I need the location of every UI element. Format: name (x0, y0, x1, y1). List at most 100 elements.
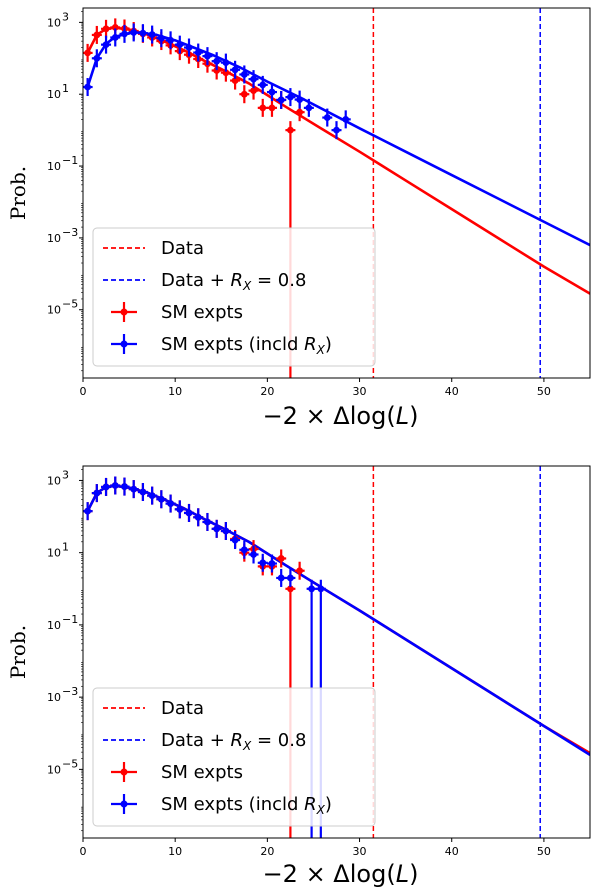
data-point (185, 44, 193, 51)
data-point (139, 29, 147, 37)
legend: Data Data + RX = 0.8 SM expts SM expts (inc… (92, 227, 376, 367)
data-point (296, 567, 304, 575)
axes-frame (82, 465, 591, 839)
data-point (268, 88, 276, 96)
y-tick-exponent: −3 (62, 685, 78, 698)
x-tick-label: 40 (445, 385, 459, 398)
data-point (204, 518, 211, 526)
legend-label: Data + RX = 0.8 (161, 270, 306, 293)
data-point (231, 77, 239, 84)
legend-label: SM expts (161, 762, 243, 783)
axes-frame (82, 7, 591, 379)
data-point (121, 483, 128, 490)
legend-point (120, 308, 128, 316)
x-tick-label: 50 (537, 845, 551, 858)
data-point (333, 126, 340, 134)
data-point (176, 41, 184, 49)
data-point (111, 34, 119, 41)
data-point (139, 488, 147, 496)
data-point (259, 559, 267, 567)
y-tick-label: 10 (47, 160, 61, 173)
data-point (111, 482, 119, 489)
y-tick-label: 10 (47, 16, 61, 29)
data-point (84, 83, 92, 91)
x-tick-label: 30 (353, 385, 367, 398)
x-tick-label: 50 (537, 385, 551, 398)
x-tick-label: 0 (80, 385, 87, 398)
legend-point (120, 340, 128, 348)
data-point (240, 546, 248, 554)
data-point (287, 93, 294, 101)
y-tick-exponent: 3 (62, 10, 69, 23)
data-point (157, 495, 165, 503)
data-point (121, 30, 128, 38)
data-point (213, 525, 221, 533)
y-axis-label: Prob. (6, 166, 30, 220)
y-tick-exponent: −1 (62, 613, 78, 626)
data-point (231, 536, 239, 544)
y-tick-label: 10 (47, 232, 61, 245)
data-point (148, 492, 156, 500)
data-point (259, 81, 267, 89)
x-tick-label: 20 (260, 845, 274, 858)
data-point (194, 513, 202, 521)
legend-label: Data + RX = 0.8 (161, 730, 306, 753)
y-tick-exponent: −3 (62, 226, 78, 239)
y-tick-label: 10 (47, 691, 61, 704)
data-point (176, 505, 184, 513)
data-point (167, 500, 174, 507)
data-point (250, 75, 257, 83)
data-point (102, 41, 110, 49)
data-point (240, 71, 248, 78)
data-point (130, 485, 138, 493)
data-point (268, 560, 276, 567)
data-point (167, 36, 174, 44)
x-tick-label: 0 (80, 845, 87, 858)
y-axis-label: Prob. (6, 625, 30, 679)
data-point (194, 49, 202, 56)
data-point (102, 483, 110, 491)
data-point (305, 104, 313, 112)
y-tick-label: 10 (47, 619, 61, 632)
data-point (317, 585, 325, 593)
legend-box (92, 687, 376, 827)
data-point (250, 551, 257, 558)
data-point (213, 57, 221, 65)
data-point (277, 96, 285, 104)
data-point (222, 527, 230, 535)
data-point (204, 52, 211, 60)
y-tick-exponent: −5 (62, 757, 78, 770)
data-point (287, 574, 294, 582)
data-point (259, 104, 267, 112)
data-point (231, 66, 239, 74)
data-point (148, 31, 156, 38)
data-point (111, 23, 119, 31)
data-point (93, 489, 101, 497)
data-point (93, 54, 101, 62)
legend-label: Data (161, 238, 204, 259)
y-tick-exponent: −5 (62, 298, 78, 311)
data-point (296, 108, 304, 116)
data-point (250, 87, 257, 95)
data-point (185, 509, 193, 517)
y-tick-label: 10 (47, 474, 61, 487)
x-tick-label: 40 (445, 845, 459, 858)
legend-box (92, 227, 376, 367)
legend-label: Data (161, 698, 204, 719)
data-point (84, 507, 92, 515)
y-tick-exponent: −1 (62, 154, 78, 167)
legend-point (120, 768, 128, 776)
data-point (130, 29, 138, 36)
y-tick-exponent: 3 (62, 468, 69, 481)
y-tick-label: 10 (47, 763, 61, 776)
data-point (323, 114, 331, 121)
x-tick-label: 30 (353, 845, 367, 858)
data-point (213, 67, 221, 74)
y-tick-label: 10 (47, 88, 61, 101)
x-tick-label: 20 (260, 385, 274, 398)
data-point (287, 585, 294, 593)
legend-label: SM expts (161, 302, 243, 323)
